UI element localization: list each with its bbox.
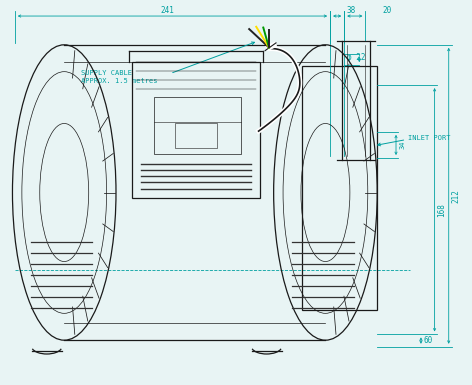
- Bar: [302, 66, 377, 310]
- Text: 20: 20: [382, 5, 391, 15]
- Bar: [154, 97, 241, 154]
- Text: 60: 60: [423, 336, 432, 345]
- Text: 168: 168: [437, 203, 446, 217]
- Text: INLET PORT: INLET PORT: [408, 135, 450, 141]
- Text: 38: 38: [346, 5, 356, 15]
- Bar: [132, 62, 261, 198]
- Text: 34: 34: [400, 141, 406, 149]
- Text: φ 22: φ 22: [346, 53, 365, 62]
- Bar: [175, 124, 217, 148]
- Text: SUPPLY CABLE
APPROX. 1.5 metres: SUPPLY CABLE APPROX. 1.5 metres: [81, 70, 157, 84]
- Text: 241: 241: [161, 5, 175, 15]
- Text: 212: 212: [451, 189, 460, 203]
